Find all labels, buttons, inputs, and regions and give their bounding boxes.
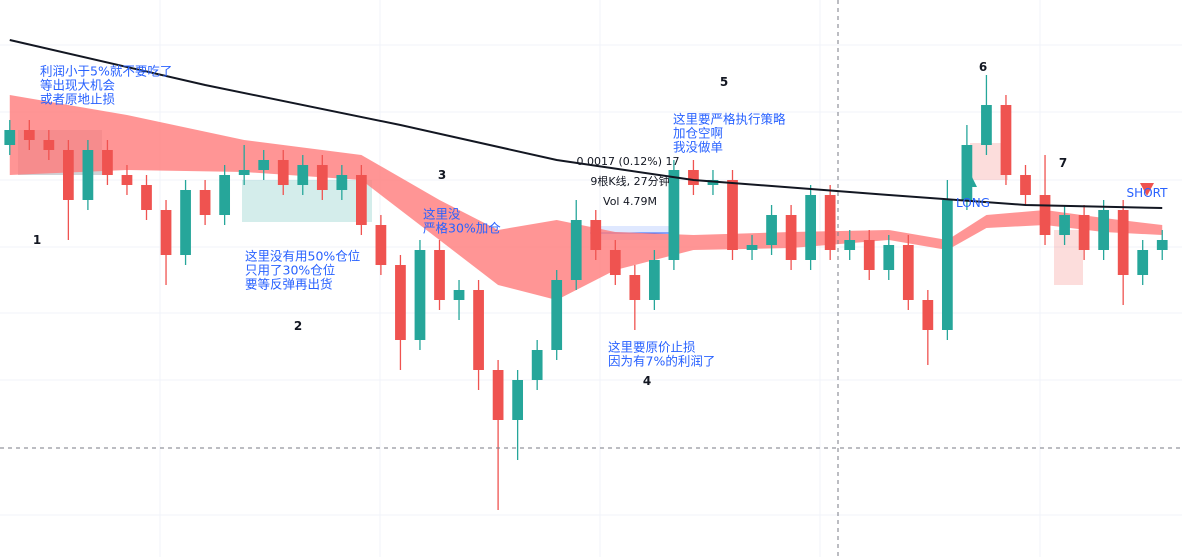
candle-body [609, 250, 621, 275]
candle-body [961, 145, 973, 200]
ribbon [9, 95, 1163, 300]
candle-body [1078, 215, 1090, 250]
candle-body [62, 150, 74, 200]
plot [4, 39, 1168, 510]
wave-label: 6 [979, 60, 987, 74]
candle-body [258, 160, 270, 170]
candle-body [805, 195, 817, 260]
candle-body [355, 175, 367, 225]
candle-body [688, 170, 699, 185]
candle-body [512, 380, 524, 420]
candle-body [1117, 210, 1129, 275]
measure-label: Vol 4.79M [603, 195, 657, 208]
candle-body [1098, 210, 1110, 250]
wave-label: 1 [33, 233, 41, 247]
candle-body [180, 190, 191, 255]
candle-body [219, 175, 231, 215]
candle-body [199, 190, 211, 215]
annotation: 等出现大机会 [40, 78, 116, 93]
candle-body [981, 105, 992, 145]
candle-body [375, 225, 387, 265]
short-marker [1140, 183, 1154, 196]
annotation: 这里没 [423, 207, 461, 222]
wave-label: 4 [643, 374, 651, 388]
candle-body [1156, 240, 1168, 250]
candle-body [824, 195, 836, 250]
candle-body [570, 220, 582, 280]
candle-body [1059, 215, 1070, 235]
wave-label: 3 [438, 168, 446, 182]
wave-label: 7 [1059, 156, 1067, 170]
candle-body [922, 300, 934, 330]
candle-body [414, 250, 426, 340]
signal-label: LONG [956, 196, 990, 210]
candle-body [453, 290, 465, 300]
annotation: 这里要原价止损 [608, 340, 696, 355]
candle-body [844, 240, 856, 250]
candle-body [941, 200, 953, 330]
measure-label: 0.0017 (0.12%) 17 [576, 155, 679, 168]
candle-body [43, 140, 55, 150]
moving-average [9, 39, 1163, 209]
candle-body [23, 130, 35, 140]
candle-body [902, 245, 914, 300]
candle-body [766, 215, 777, 245]
range-box [242, 180, 372, 222]
annotation: 我没做单 [673, 140, 723, 155]
candle-body [141, 185, 152, 210]
annotation: 严格30%加仓 [423, 221, 501, 236]
candle-body [102, 150, 113, 175]
candle-body [883, 245, 895, 270]
annotation: 这里要严格执行策略 [673, 112, 786, 127]
candle-body [297, 165, 309, 185]
candle-body [492, 370, 504, 420]
wave-label: 5 [720, 75, 728, 89]
candle-body [785, 215, 797, 260]
candle-body [160, 210, 172, 255]
measure-label: 9根K线, 27分钟 [590, 174, 669, 188]
candle-body [395, 265, 406, 340]
candle-body [1000, 105, 1012, 175]
candle-body [121, 175, 133, 185]
candle-body [336, 175, 348, 190]
annotation: 或者原地止损 [40, 92, 116, 107]
candle-body [531, 350, 543, 380]
wave-label: 2 [294, 319, 302, 333]
candle-body [727, 180, 738, 250]
candle-body [434, 250, 445, 300]
signal-label: SHORT [1127, 186, 1169, 200]
candle-body [82, 150, 94, 200]
annotation: 加仓空啊 [673, 126, 723, 141]
long-marker [963, 173, 977, 187]
candle-body [746, 245, 758, 250]
candle-body [1137, 250, 1149, 275]
candle-body [648, 260, 660, 300]
annotation: 利润小于5%就不要吃了 [40, 64, 172, 79]
annotation: 因为有7%的利润了 [608, 354, 715, 369]
candle-body [473, 290, 484, 370]
candle-body [863, 240, 875, 270]
candle-body [316, 165, 328, 190]
candle-body [629, 275, 641, 300]
candle-body [1039, 195, 1051, 235]
candle-body [4, 130, 16, 145]
candle-body [551, 280, 563, 350]
candle-body [277, 160, 289, 185]
candle-body [238, 170, 250, 175]
annotation: 这里没有用50%仓位 [245, 249, 360, 264]
annotation: 要等反弹再出货 [245, 277, 333, 292]
annotation: 只用了30%仓位 [245, 263, 335, 278]
range-box [1054, 230, 1083, 285]
candle-body [668, 170, 680, 260]
candle-body [590, 220, 602, 250]
candle-body [1020, 175, 1031, 195]
